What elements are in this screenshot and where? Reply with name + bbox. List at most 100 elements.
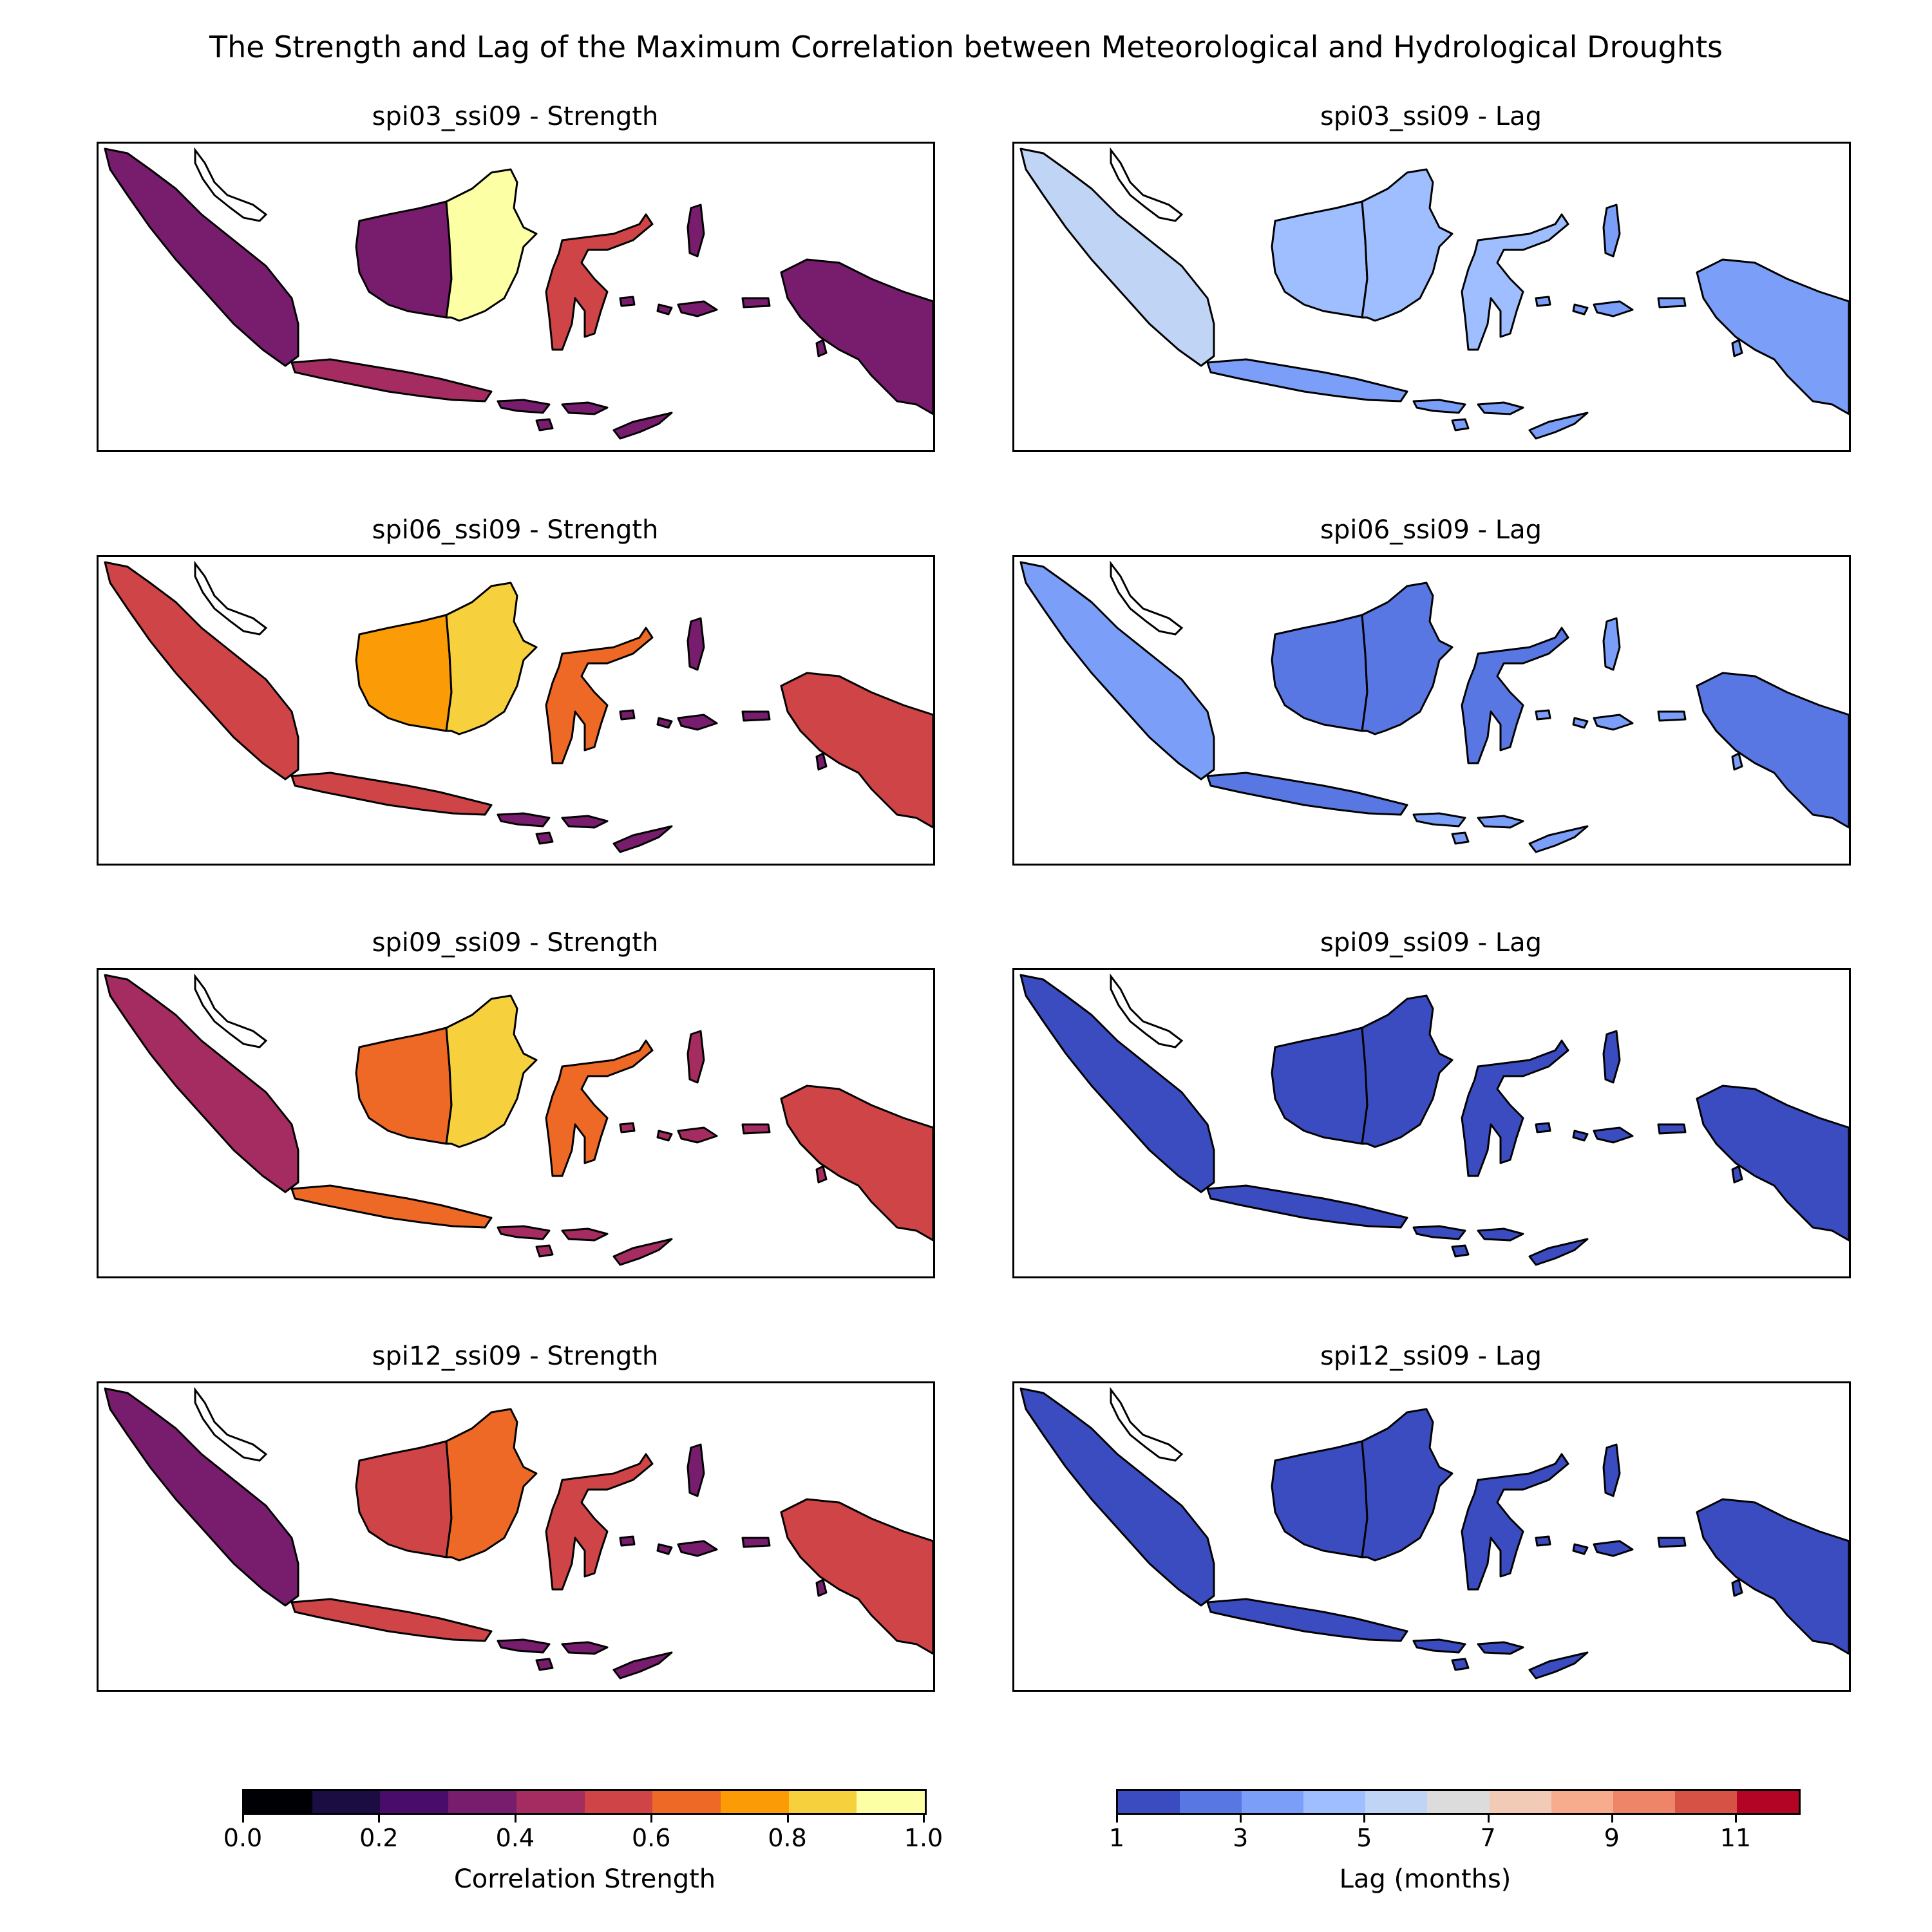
region-sumatra [104, 561, 299, 781]
colorbar-segment [857, 1791, 925, 1813]
colorbar-segment [1489, 1791, 1551, 1813]
lag-panel-title: spi06_ssi09 - Lag [1320, 515, 1542, 545]
lag-map-spi03_ssi09 [1012, 142, 1851, 452]
colorbar-segment [1613, 1791, 1675, 1813]
region-papua [780, 672, 933, 829]
lag-map-spi06_ssi09 [1012, 555, 1851, 866]
colorbar-tick-label: 9 [1604, 1824, 1620, 1852]
region-kalimantan_w [1271, 200, 1368, 319]
colorbar-tick-mark [923, 1815, 925, 1823]
strength-map-spi09_ssi09 [97, 968, 935, 1278]
region-sumatra [104, 974, 299, 1193]
strength-map-spi12_ssi09 [97, 1381, 935, 1692]
mainland-outline [194, 973, 268, 1048]
region-sumatra [104, 1387, 299, 1607]
region-sumatra [1019, 561, 1215, 781]
colorbar-segment [584, 1791, 653, 1813]
colorbar-tick-mark [1611, 1815, 1613, 1823]
colorbar-tick-label: 11 [1719, 1824, 1752, 1852]
lag-panel-title: spi09_ssi09 - Lag [1320, 928, 1542, 958]
colorbar-tick-label: 0.0 [223, 1824, 263, 1852]
mainland-outline [1110, 973, 1184, 1048]
lag-map-svg [1019, 1387, 1849, 1680]
lag-panel-title: spi12_ssi09 - Lag [1320, 1341, 1542, 1371]
mainland-outline [194, 1387, 268, 1462]
colorbar-tick-mark [786, 1815, 789, 1823]
colorbar-tick-label: 0.8 [768, 1824, 807, 1852]
lag-map-svg [1019, 560, 1849, 853]
lag-map-spi09_ssi09 [1012, 968, 1851, 1278]
colorbar-tick-label: 0.2 [359, 1824, 399, 1852]
colorbar-segment [788, 1791, 857, 1813]
colorbar-segment [244, 1791, 312, 1813]
strength-panel-title: spi06_ssi09 - Strength [372, 515, 659, 545]
colorbar-tick-label: 7 [1480, 1824, 1496, 1852]
region-kalimantan_e [1361, 168, 1454, 322]
colorbar-segment [312, 1791, 381, 1813]
colorbar-segment [1551, 1791, 1613, 1813]
strength-panel-title: spi09_ssi09 - Strength [372, 928, 659, 958]
region-java [290, 1184, 493, 1229]
colorbar-tick-label: 5 [1356, 1824, 1372, 1852]
mainland-outline [1110, 1387, 1184, 1462]
colorbar-tick-label: 0.4 [495, 1824, 535, 1852]
strength-panel-title: spi03_ssi09 - Strength [372, 102, 659, 131]
lag-panel-title: spi03_ssi09 - Lag [1320, 102, 1542, 131]
strength-map-spi06_ssi09 [97, 555, 935, 866]
colorbar-segment [1736, 1791, 1799, 1813]
mainland-outline [194, 560, 268, 636]
colorbar-tick-mark [1734, 1815, 1737, 1823]
region-java [290, 772, 493, 816]
region-small_islands [497, 617, 828, 853]
colorbar-segment [1118, 1791, 1180, 1813]
colorbar-tick-label: 0.6 [631, 1824, 671, 1852]
region-sulawesi [1461, 627, 1569, 764]
region-papua [1696, 1498, 1849, 1655]
region-sulawesi [545, 627, 654, 764]
strength-map-spi03_ssi09 [97, 142, 935, 452]
region-java [1206, 772, 1408, 816]
region-kalimantan_w [355, 200, 453, 319]
colorbar-segment [720, 1791, 789, 1813]
region-small_islands [497, 204, 828, 440]
region-papua [780, 1498, 933, 1655]
region-small_islands [1412, 204, 1743, 440]
region-small_islands [497, 1443, 828, 1680]
region-java [290, 1598, 493, 1642]
colorbar-tick-mark [1240, 1815, 1242, 1823]
region-kalimantan_e [1361, 994, 1454, 1148]
region-java [1206, 1184, 1408, 1229]
region-kalimantan_e [445, 1408, 538, 1562]
region-kalimantan_e [445, 582, 538, 735]
colorbar-segment [1242, 1791, 1304, 1813]
region-sumatra [104, 147, 299, 367]
region-small_islands [1412, 617, 1743, 853]
colorbar-tick-mark [514, 1815, 516, 1823]
colorbar-tick-mark [650, 1815, 653, 1823]
colorbar-segment [652, 1791, 721, 1813]
mainland-outline [1110, 560, 1184, 636]
colorbar-segment [1365, 1791, 1428, 1813]
colorbar-tick-label: 1 [1108, 1824, 1125, 1852]
region-papua [780, 258, 933, 415]
region-small_islands [497, 1030, 828, 1266]
region-kalimantan_w [1271, 1440, 1368, 1558]
region-kalimantan_w [1271, 614, 1368, 732]
strength-map-svg [104, 973, 933, 1266]
strength-map-svg [104, 560, 933, 853]
colorbar-tick-mark [1487, 1815, 1490, 1823]
colorbar-tick-label: 1.0 [904, 1824, 943, 1852]
region-kalimantan_e [1361, 582, 1454, 735]
region-sulawesi [1461, 213, 1569, 351]
region-kalimantan_w [1271, 1027, 1368, 1145]
region-papua [1696, 672, 1849, 829]
region-kalimantan_w [355, 1440, 453, 1558]
strength-map-svg [104, 147, 933, 440]
colorbar-tick-mark [378, 1815, 381, 1823]
region-sumatra [1019, 1387, 1215, 1607]
colorbar-tick-label: 3 [1233, 1824, 1249, 1852]
region-sulawesi [545, 213, 654, 351]
region-kalimantan_w [355, 614, 453, 732]
figure-title: The Strength and Lag of the Maximum Corr… [209, 30, 1723, 64]
strength-map-svg [104, 1387, 933, 1680]
